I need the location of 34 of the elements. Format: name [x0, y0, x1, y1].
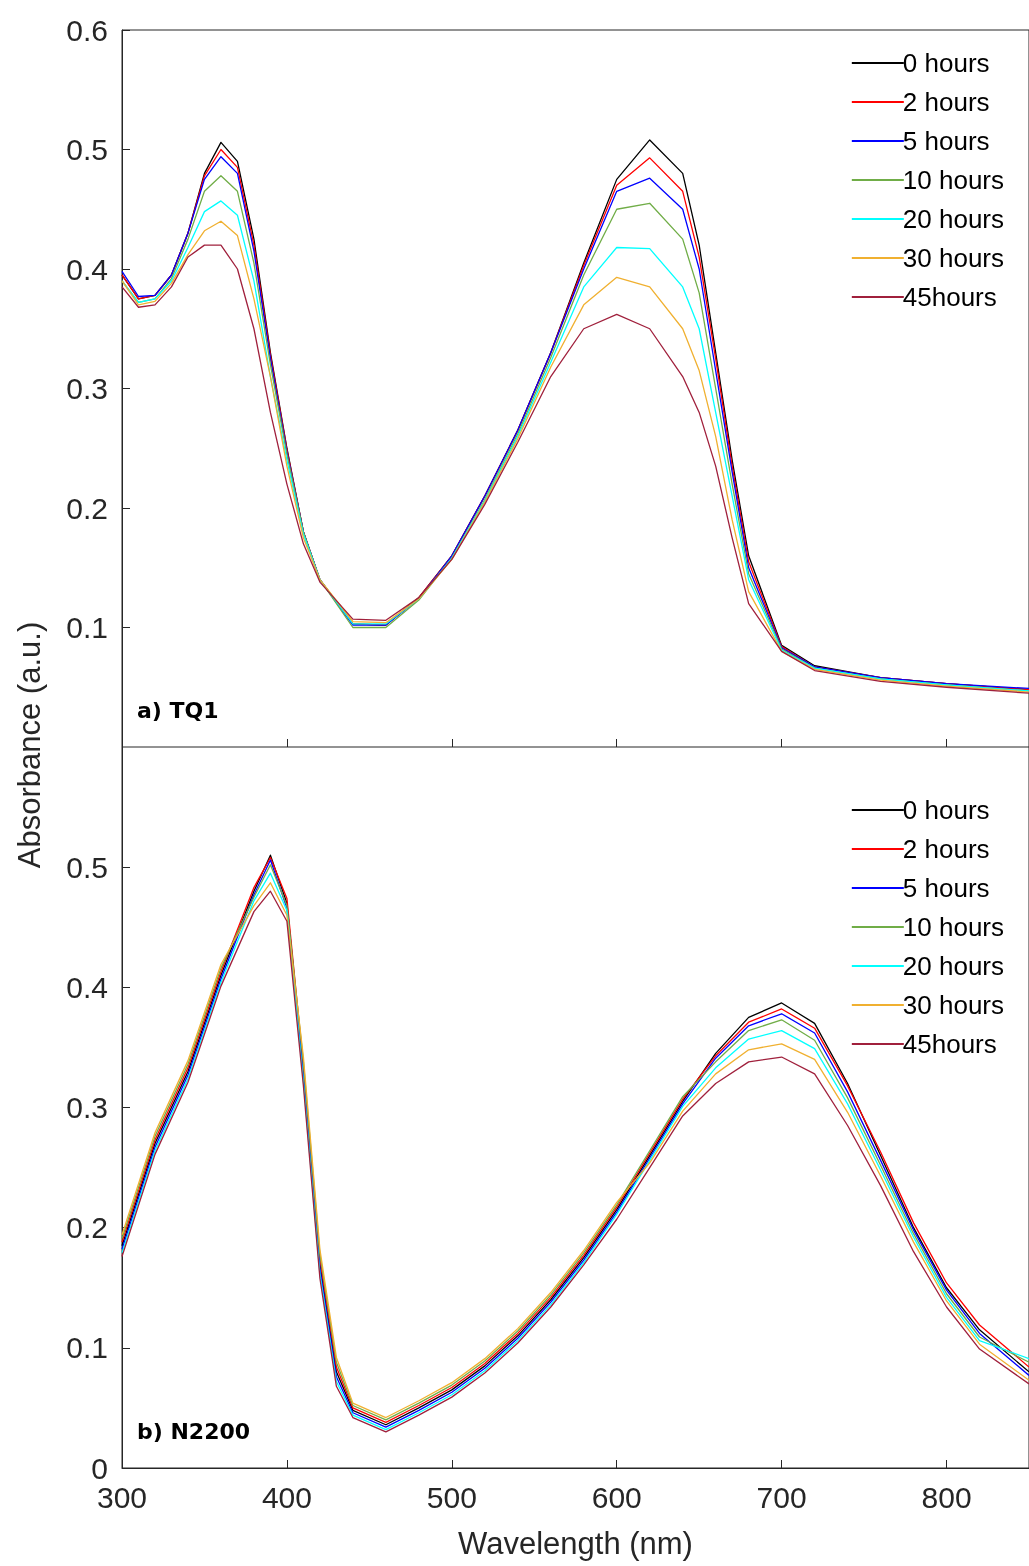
legend-label: 0 hours: [902, 48, 990, 78]
y-tick-label: 0.3: [66, 372, 108, 405]
x-tick-label: 500: [426, 1480, 477, 1514]
y-tick-label: 0.4: [66, 970, 108, 1004]
legend-label: 5 hours: [902, 126, 990, 156]
legend-label: 20 hours: [902, 204, 1005, 234]
y-tick-label: 0.2: [66, 491, 108, 525]
y-tick-label: 0.2: [66, 1211, 108, 1245]
y-axis-title: Absorbance (a.u.): [12, 621, 48, 869]
x-axis-title: Wavelength (nm): [458, 1526, 693, 1561]
x-tick-label: 700: [756, 1480, 807, 1514]
legend-label: 30 hours: [902, 243, 1005, 273]
y-tick-label: 0.1: [66, 611, 108, 644]
annotation: a) TQ1: [137, 697, 219, 723]
legend-label: 5 hours: [902, 873, 990, 903]
y-tick-label: 0.1: [66, 1331, 108, 1365]
legend-label: 0 hours: [902, 795, 990, 825]
x-tick-label: 600: [591, 1480, 642, 1514]
legend-label: 10 hours: [902, 165, 1005, 195]
legend-label: 20 hours: [902, 951, 1005, 981]
y-tick-label: 0.6: [66, 13, 108, 47]
x-tick-label: 800: [921, 1480, 972, 1514]
legend-label: 2 hours: [902, 834, 990, 864]
legend-label: 45hours: [902, 282, 997, 312]
y-tick-label: 0.3: [66, 1091, 108, 1124]
legend-label: 45hours: [902, 1029, 997, 1059]
legend-label: 30 hours: [902, 990, 1005, 1020]
legend-label: 2 hours: [902, 87, 990, 117]
annotation: b) N2200: [137, 1418, 251, 1444]
y-tick-label: 0.5: [66, 133, 108, 166]
legend-label: 10 hours: [902, 912, 1005, 942]
y-tick-label: 0.4: [66, 252, 108, 286]
x-tick-label: 400: [261, 1480, 312, 1514]
y-tick-label: 0.5: [66, 850, 108, 884]
